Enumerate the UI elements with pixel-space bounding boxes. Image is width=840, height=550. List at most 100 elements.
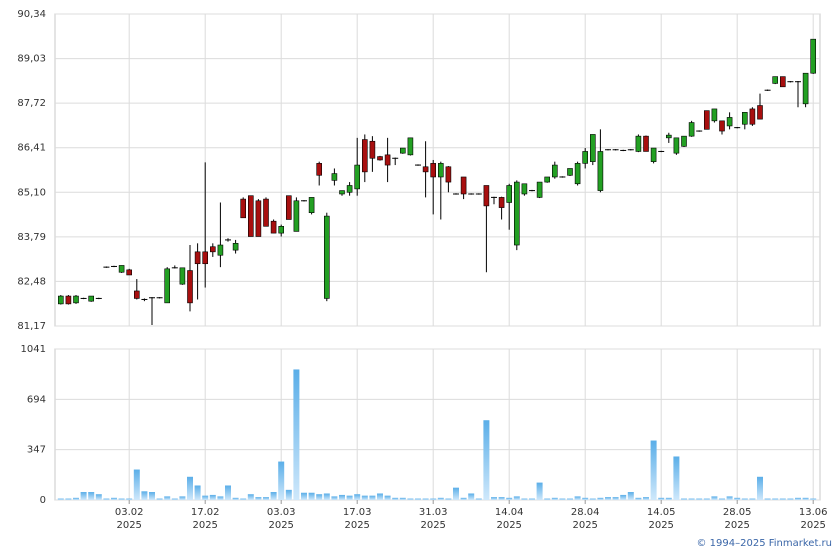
volume-bar: [331, 496, 338, 500]
x-tick-label: 14.04: [495, 507, 524, 518]
candle-body: [711, 108, 718, 122]
volume-bar: [301, 492, 307, 500]
volume-bar: [779, 498, 786, 500]
candle-body: [741, 112, 748, 125]
volume-bar: [171, 498, 178, 500]
volume-bar: [703, 498, 710, 500]
volume-bar: [483, 420, 490, 500]
candle-body: [688, 122, 695, 137]
volume-bar: [156, 498, 163, 500]
volume-bar: [475, 498, 482, 500]
volume-bar: [323, 493, 330, 500]
candle-body: [582, 151, 589, 164]
candle-body: [574, 163, 581, 185]
x-tick-label: 31.03: [419, 507, 448, 518]
volume-bar: [567, 498, 573, 500]
volume-bar: [536, 482, 543, 500]
candle-body: [134, 290, 140, 299]
candle-body: [772, 76, 779, 84]
candle-body: [521, 183, 528, 195]
candle-body: [445, 166, 452, 183]
candle-body: [194, 251, 201, 265]
candle-body: [673, 137, 680, 154]
x-tick-year: 2025: [648, 520, 673, 531]
candle-body: [551, 164, 558, 178]
volume-bar: [643, 497, 649, 500]
volume-bar: [263, 497, 269, 500]
x-tick-label: 28.04: [571, 507, 600, 518]
candle-body: [240, 198, 246, 219]
candle-body: [65, 295, 72, 305]
volume-bar: [445, 498, 452, 500]
volume-bar: [681, 498, 687, 500]
candle-body: [73, 295, 79, 304]
candle-body: [369, 140, 376, 159]
y-tick-label: 86,41: [17, 143, 46, 154]
volume-bar: [95, 494, 102, 500]
candle-body: [285, 195, 292, 220]
candle-body: [293, 200, 300, 232]
x-tick-label: 14.05: [647, 507, 676, 518]
candle-body: [248, 195, 254, 237]
x-tick-year: 2025: [420, 520, 445, 531]
candle-body: [650, 147, 657, 162]
x-tick-year: 2025: [800, 520, 825, 531]
x-tick-label: 17.02: [191, 507, 220, 518]
x-tick-label: 13.06: [799, 507, 828, 518]
candle-body: [232, 243, 239, 251]
candle-body: [278, 226, 285, 234]
volume-bar: [658, 497, 665, 500]
volume-bar: [285, 489, 292, 500]
candle-body: [544, 176, 551, 183]
volume-bar: [232, 497, 239, 500]
y-tick-label: 1041: [21, 344, 46, 355]
candle-body: [164, 268, 170, 304]
volume-bar: [88, 492, 95, 500]
x-tick-year: 2025: [572, 520, 597, 531]
volume-bar: [415, 498, 421, 500]
candle-body: [308, 197, 315, 214]
volume-bar: [589, 498, 596, 500]
volume-bar: [278, 461, 285, 500]
candle-body: [430, 163, 437, 178]
volume-bar: [513, 496, 520, 500]
x-tick-label: 28.05: [723, 507, 752, 518]
volume-bar: [605, 497, 611, 500]
volume-bar: [111, 497, 117, 500]
candle-body: [331, 173, 338, 181]
volume-bar: [551, 497, 558, 500]
y-tick-label: 83,79: [17, 232, 46, 243]
volume-bar: [57, 498, 64, 500]
candle-body: [179, 267, 186, 285]
candle-body: [88, 295, 94, 302]
candle-body: [126, 269, 132, 276]
y-tick-label: 87,72: [17, 98, 46, 109]
volume-bar: [650, 440, 657, 500]
candle-body: [270, 220, 277, 234]
volume-bar: [361, 495, 368, 500]
volume-bar: [612, 497, 619, 500]
volume-bar: [141, 491, 148, 500]
candle-body: [749, 108, 756, 125]
volume-bar: [339, 494, 345, 500]
y-tick-label: 347: [27, 445, 46, 456]
candle-body: [422, 166, 429, 173]
candle-body: [513, 181, 520, 246]
candle-body: [498, 197, 505, 208]
candle-body: [118, 265, 125, 273]
volume-bar: [468, 493, 475, 500]
volume-bar: [384, 495, 391, 500]
volume-bar: [103, 498, 110, 500]
volume-bar: [392, 497, 399, 500]
volume-bar: [749, 498, 756, 500]
candle-body: [346, 185, 353, 193]
candle-body: [202, 251, 208, 265]
y-tick-label: 89,03: [17, 54, 46, 65]
volume-bar: [187, 476, 193, 500]
candle-body: [323, 215, 330, 299]
volume-bar: [764, 498, 771, 500]
volume-bar: [202, 495, 209, 500]
x-tick-year: 2025: [724, 520, 749, 531]
candle-body: [665, 134, 672, 139]
